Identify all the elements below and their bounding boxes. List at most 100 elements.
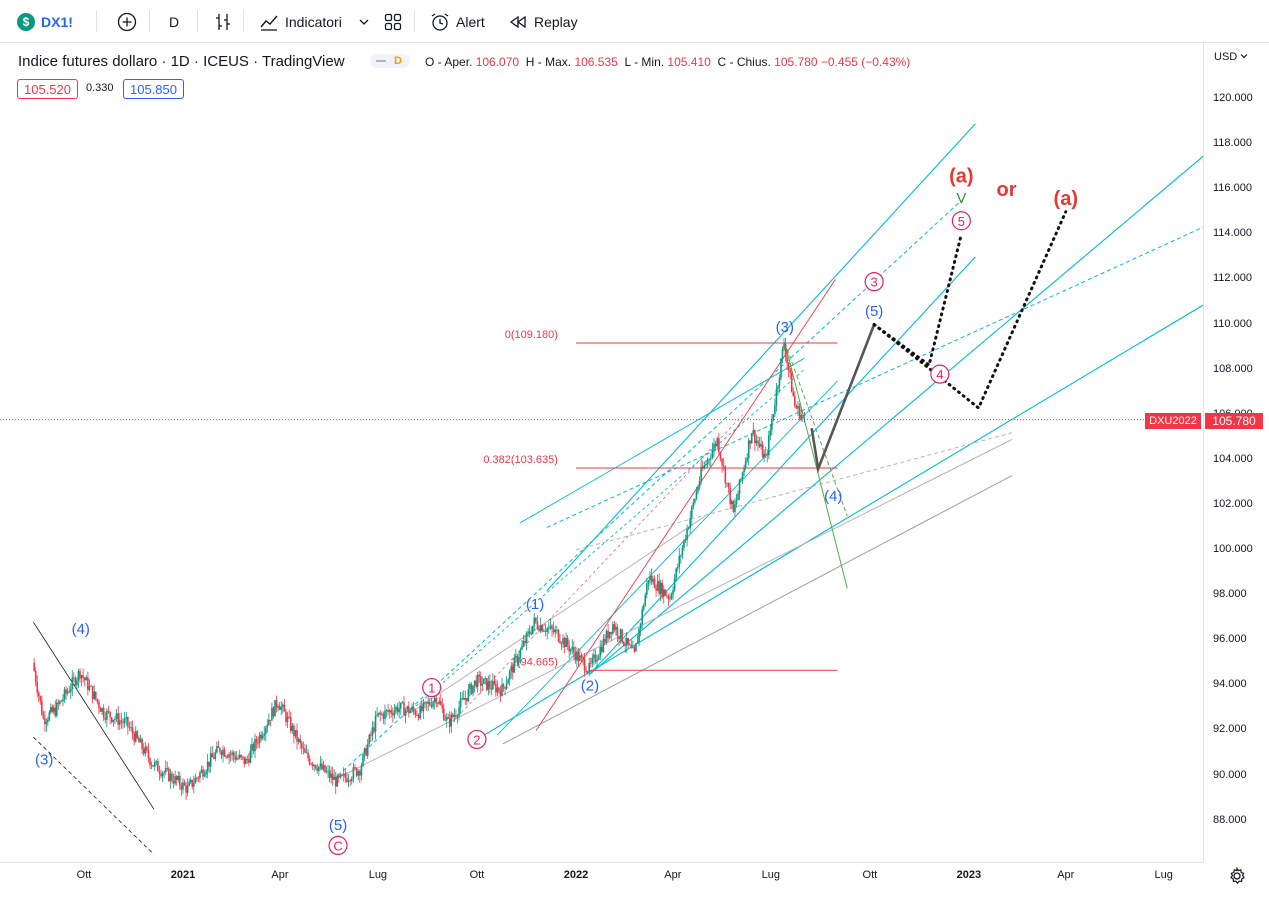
candle-body bbox=[462, 698, 465, 700]
candle-body bbox=[521, 645, 523, 650]
candle-body bbox=[695, 491, 698, 500]
candle-body bbox=[208, 761, 210, 767]
candle-body bbox=[535, 617, 537, 622]
candle-body bbox=[374, 715, 377, 732]
chart-canvas[interactable]: 0(109.180) 0.382(103.635) 1(94.665) (3) (4)… bbox=[0, 44, 1203, 862]
high-value: 106.535 bbox=[574, 55, 618, 69]
candle-body bbox=[580, 655, 583, 657]
candle-body bbox=[754, 430, 756, 444]
candle-body bbox=[368, 734, 371, 745]
trend-line bbox=[497, 380, 838, 736]
candle-body bbox=[709, 458, 712, 460]
interval-button[interactable]: D bbox=[169, 0, 179, 43]
candle-body bbox=[719, 452, 722, 459]
indicators-button[interactable]: Indicatori bbox=[258, 0, 342, 43]
price-tick-label: 112.000 bbox=[1213, 272, 1252, 285]
data-status-badge[interactable]: D bbox=[370, 54, 410, 68]
candle-body bbox=[90, 685, 92, 687]
indicators-dropdown-button[interactable] bbox=[358, 0, 370, 43]
layouts-button[interactable] bbox=[383, 0, 403, 43]
chart-settings-button[interactable] bbox=[1228, 866, 1246, 890]
candle-body bbox=[363, 748, 366, 755]
candle-body bbox=[60, 700, 63, 702]
candle-body bbox=[708, 459, 710, 461]
toolbar-divider bbox=[243, 10, 244, 32]
candle-body bbox=[409, 710, 412, 713]
candle-body bbox=[142, 749, 145, 754]
candle-body bbox=[700, 466, 702, 481]
candle-body bbox=[260, 734, 262, 739]
candle-body bbox=[511, 666, 514, 673]
candle-body bbox=[683, 539, 685, 548]
candle-body bbox=[591, 657, 594, 664]
candle-body bbox=[261, 735, 264, 739]
time-tick-label: Ott bbox=[76, 869, 92, 881]
candle-body bbox=[466, 697, 468, 701]
candle-body bbox=[505, 683, 508, 689]
candle-body bbox=[425, 702, 428, 704]
candle-body bbox=[138, 737, 140, 743]
wave-label: 4 bbox=[936, 367, 943, 382]
chart-type-button[interactable] bbox=[212, 0, 234, 43]
candle-body bbox=[795, 405, 798, 409]
compare-button[interactable] bbox=[116, 0, 138, 43]
candle-body bbox=[771, 420, 773, 431]
fib-level-label: 1(94.665) bbox=[511, 656, 558, 668]
top-toolbar: $ DX1! D Indicatori bbox=[0, 0, 1269, 43]
candle-body bbox=[711, 450, 714, 459]
time-tick-label: Lug bbox=[1154, 869, 1173, 881]
candle-body bbox=[556, 629, 558, 631]
candle-body bbox=[153, 762, 156, 767]
candle-body bbox=[114, 718, 116, 720]
candle-body bbox=[406, 706, 409, 710]
candle-body bbox=[293, 725, 295, 737]
candle-body bbox=[160, 773, 162, 777]
time-tick-label: Lug bbox=[368, 869, 388, 881]
candle-body bbox=[649, 575, 651, 581]
replay-button[interactable]: Replay bbox=[508, 0, 578, 43]
currency-selector[interactable]: USD bbox=[1214, 51, 1248, 63]
candle-body bbox=[697, 487, 699, 492]
candle-body bbox=[612, 624, 614, 634]
time-tick-label: 2021 bbox=[170, 869, 196, 881]
high-label: H - Max. bbox=[525, 55, 572, 69]
candle-body bbox=[42, 714, 45, 719]
candle-body bbox=[549, 625, 552, 629]
candle-body bbox=[396, 706, 399, 713]
candle-body bbox=[96, 698, 99, 702]
price-tick-label: 98.000 bbox=[1213, 588, 1247, 601]
candle-body bbox=[186, 785, 189, 793]
candle-body bbox=[241, 756, 244, 758]
candle-body bbox=[636, 642, 639, 644]
candle-body bbox=[411, 707, 413, 711]
wave-label: (3) bbox=[776, 319, 794, 336]
candle-body bbox=[703, 465, 706, 469]
candle-body bbox=[746, 458, 748, 461]
candle-body bbox=[216, 746, 218, 753]
candle-body bbox=[88, 685, 91, 690]
candle-body bbox=[790, 372, 793, 393]
symbol-search-button[interactable]: $ DX1! bbox=[17, 0, 73, 43]
wave-label: (4) bbox=[72, 621, 90, 638]
candle-body bbox=[333, 776, 336, 780]
candle-body bbox=[357, 771, 360, 776]
candle-body bbox=[45, 722, 48, 725]
candle-body bbox=[546, 628, 548, 633]
sell-price-button[interactable]: 105.520 bbox=[17, 79, 78, 99]
candle-body bbox=[172, 780, 175, 784]
buy-price-button[interactable]: 105.850 bbox=[123, 79, 184, 99]
channel-upper-line bbox=[546, 123, 976, 591]
candle-body bbox=[398, 708, 400, 713]
candle-body bbox=[289, 717, 292, 731]
candle-body bbox=[115, 713, 118, 719]
candle-body bbox=[469, 684, 471, 690]
candle-body bbox=[430, 704, 433, 707]
candle-body bbox=[93, 691, 95, 700]
channel-dashed-line bbox=[337, 200, 962, 776]
down-channel-line bbox=[33, 621, 155, 810]
candle-body bbox=[729, 487, 731, 505]
candle-body bbox=[339, 774, 342, 778]
candle-body bbox=[330, 773, 332, 778]
alert-button[interactable]: Alert bbox=[429, 0, 485, 43]
candle-body bbox=[763, 453, 765, 458]
